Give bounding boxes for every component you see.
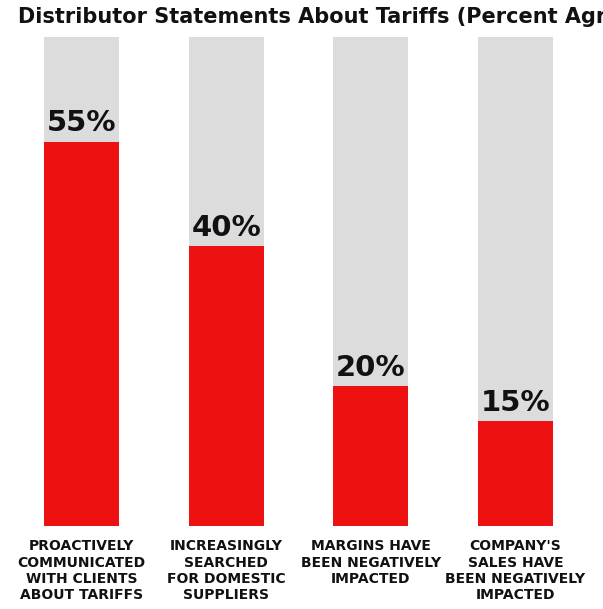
Bar xyxy=(478,421,553,526)
Bar xyxy=(189,246,264,526)
Text: 20%: 20% xyxy=(336,354,406,382)
Bar xyxy=(189,37,264,526)
Bar xyxy=(44,141,119,526)
Text: 15%: 15% xyxy=(481,389,551,417)
Bar xyxy=(333,37,408,526)
Text: 55%: 55% xyxy=(46,110,116,138)
Bar xyxy=(333,386,408,526)
Bar xyxy=(478,37,553,526)
Text: 40%: 40% xyxy=(191,214,261,242)
Text: Distributor Statements About Tariffs (Percent Agree): Distributor Statements About Tariffs (Pe… xyxy=(18,7,603,27)
Bar xyxy=(44,37,119,526)
